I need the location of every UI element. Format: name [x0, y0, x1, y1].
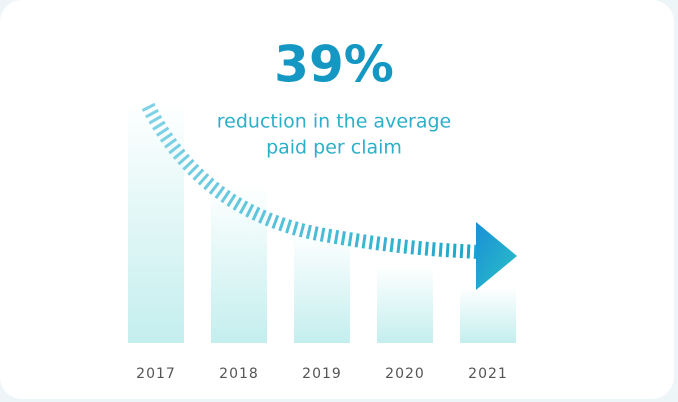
- bar: [460, 287, 516, 343]
- trend-curve: [141, 102, 481, 259]
- headline: 39%: [274, 36, 394, 94]
- x-tick-label: 2017: [136, 366, 176, 382]
- x-tick-label: 2021: [468, 366, 508, 382]
- bar: [128, 100, 184, 343]
- subtitle-line: paid per claim: [266, 137, 402, 159]
- x-tick-label: 2020: [385, 366, 425, 382]
- bar: [294, 232, 350, 343]
- x-tick-label: 2018: [219, 366, 259, 382]
- x-tick-label: 2019: [302, 366, 342, 382]
- subtitle-line: reduction in the average: [217, 111, 451, 133]
- bar: [377, 265, 433, 343]
- arrow-head: [476, 222, 517, 290]
